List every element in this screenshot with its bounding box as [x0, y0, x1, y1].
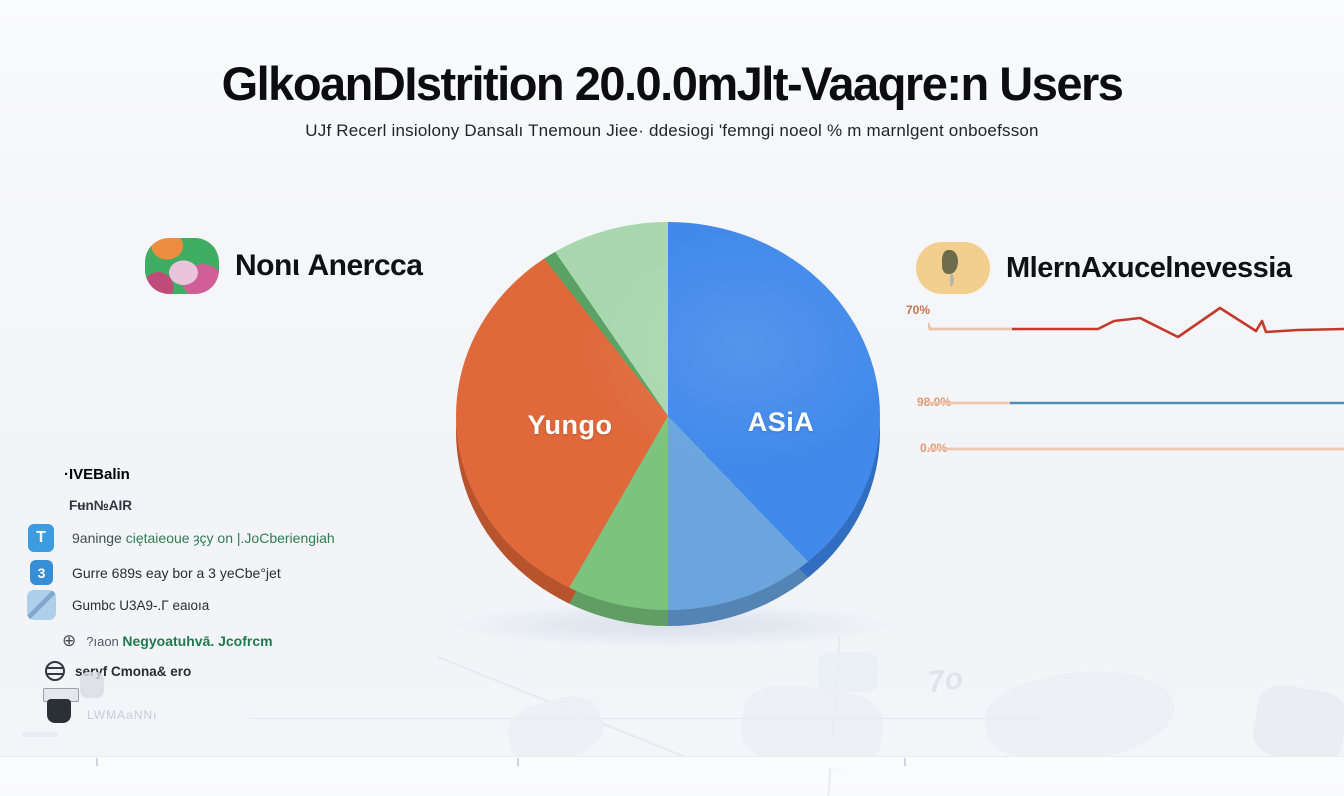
blue-sparkline: [928, 401, 1344, 405]
page-title: GlkoanDIstrition 20.0.0mJlt-Vaaqre:n Use…: [221, 57, 1124, 110]
tan-figure-icon: [916, 242, 990, 294]
legend-row-source: Gumbc U3A9-.Γ eaιoıa: [27, 590, 209, 620]
left-section-title: Nonι Anercca: [235, 249, 423, 282]
spark-label-70: 70%: [906, 303, 931, 317]
legend-row-source-label: Gumbc U3A9-.Γ eaιoıa: [72, 597, 210, 613]
salmon-sparkline: [928, 447, 1344, 451]
legend-row-survey: 3 Gurre 689s eay bor a 3 yeCbe°jet: [30, 560, 281, 585]
sketch-globe-icon: ⊕: [62, 631, 77, 650]
striped-globe-icon: [45, 661, 65, 681]
right-section-title: MlernAxucelnevessia: [1006, 251, 1292, 284]
left-section-header: Nonι Anercca: [145, 238, 423, 294]
pie-label-yungo: Yungo: [527, 410, 613, 440]
note-highlight: Negyoatuhvā. Jcofrcm: [122, 633, 273, 649]
page-subtitle: UJf Recerl insiolony Dansalı Tnemoun Jie…: [305, 121, 1039, 140]
timeline-tick-2: [517, 758, 519, 766]
watermark-scribble: 7o: [925, 661, 966, 700]
right-section-header: MlernAxucelnevessia: [916, 242, 1292, 294]
decor-shape-2: [1249, 680, 1344, 768]
legend-row-browser-label: 9aninge ciętaieoue ȝçy on |.JoCberiengia…: [72, 530, 335, 546]
camera-icon: [43, 688, 79, 728]
hand-icon-glyph: 3: [37, 564, 46, 581]
hand-icon: 3: [30, 560, 53, 585]
camera-icon-body: [47, 699, 71, 723]
bottom-timeline-strip: [0, 756, 1344, 768]
multicolor-blob-icon: [145, 238, 219, 294]
pie-chart: Yungo ASiA: [456, 222, 880, 626]
note-prefix: ?ıaon: [86, 634, 123, 649]
legend-row-credit-label: seryf Cmona& ero: [75, 663, 192, 679]
legend-row-device-label: LWMAaNNı: [87, 708, 158, 722]
red-sparkline: [928, 306, 1344, 339]
decor-baseline: [250, 718, 1040, 719]
legend-row-survey-label: Gurre 689s eay bor a 3 yeCbe°jet: [72, 564, 281, 581]
legend-row-device: LWMAaNNı: [43, 688, 157, 728]
faint-blob-decor: [80, 672, 104, 698]
red-sparkline-pale: [928, 322, 1014, 331]
decor-shape-5: [818, 652, 878, 692]
legend-row-credit: seryf Cmona& ero: [45, 661, 191, 681]
legend-item-1: ·IVEBalin: [64, 466, 130, 483]
legend-row-note: ⊕ ?ıaon Negyoatuhvā. Jcofrcm: [62, 631, 273, 651]
pie-disc: [456, 222, 880, 610]
legend-item-2: Fʉn№AIR: [69, 498, 133, 513]
legend-row-browser: T 9aninge ciętaieoue ȝçy on |.JoCberieng…: [28, 524, 335, 552]
flag-icon-glyph: T: [36, 529, 46, 546]
diagonal-pencil-icon: [27, 590, 56, 620]
legend-text-highlight: ciętaieoue ȝçy on |.JoCberiengiah: [125, 530, 335, 546]
red-sparkline-main: [1012, 306, 1344, 339]
legend-text-prefix: 9aninge: [72, 530, 126, 546]
legend-row-note-label: ?ıaon Negyoatuhvā. Jcofrcm: [86, 633, 272, 649]
timeline-tick-1: [96, 758, 98, 766]
timeline-tick-3: [904, 758, 906, 766]
decor-dash: [22, 732, 58, 737]
pie-label-asia: ASiA: [747, 407, 815, 437]
flag-icon: T: [28, 524, 54, 552]
